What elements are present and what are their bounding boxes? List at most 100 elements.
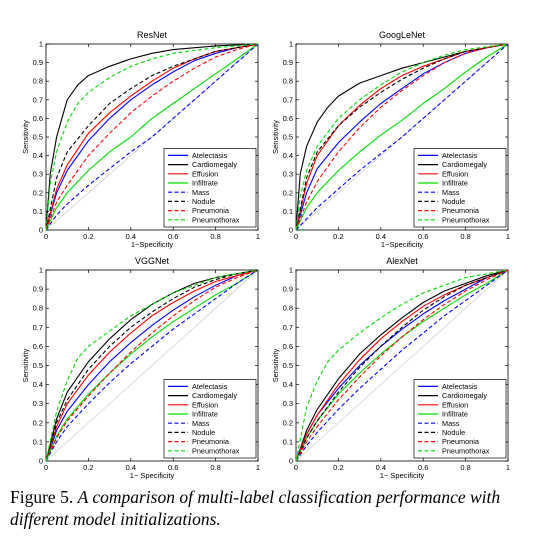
- x-tick-label: 0: [294, 232, 298, 241]
- series-line-effusion: [295, 269, 509, 462]
- legend-entry: Infiltrate: [192, 179, 218, 188]
- legend-entry: Pneumothorax: [442, 215, 490, 224]
- y-tick-label: 0.2: [283, 188, 293, 197]
- x-tick-label: 0.6: [168, 232, 178, 241]
- y-tick-label: 0.4: [283, 380, 293, 389]
- chart-title: AlexNet: [386, 256, 418, 266]
- x-tick-label: 1: [256, 232, 260, 241]
- y-tick-label: 0: [289, 226, 293, 235]
- series-line-infiltrate: [45, 269, 259, 462]
- legend-entry: Infiltrate: [192, 410, 218, 419]
- x-tick-label: 0.2: [83, 232, 93, 241]
- legend-entry: Cardiomegaly: [442, 391, 487, 400]
- y-tick-label: 0.9: [33, 58, 43, 67]
- series-line-nodule: [295, 43, 509, 231]
- legend-entry: Nodule: [192, 197, 215, 206]
- y-tick-label: 0.2: [283, 418, 293, 427]
- y-tick-label: 0.1: [283, 207, 293, 216]
- series-line-pneumothorax: [295, 269, 509, 462]
- legend-entry: Atelectasis: [442, 151, 478, 160]
- series-line-nodule: [45, 269, 259, 462]
- x-tick-label: 0.6: [418, 463, 428, 472]
- y-tick-label: 0.8: [33, 304, 43, 313]
- chart-title: GoogLeNet: [379, 30, 426, 40]
- legend-entry: Pneumonia: [192, 437, 230, 446]
- legend-entry: Nodule: [192, 428, 215, 437]
- legend-entry: Infiltrate: [442, 179, 468, 188]
- y-tick-label: 1: [289, 266, 293, 275]
- chance-diagonal: [45, 269, 259, 462]
- x-tick-label: 0.8: [210, 463, 220, 472]
- x-tick-label: 0.8: [460, 463, 470, 472]
- roc-charts-grid: ResNet 0 0.2 0.4 0.6 0.8 1 0 0.1 0.2 0.3 0.4 0.5 0.6 0…: [21, 30, 510, 480]
- chart-title: ResNet: [137, 30, 168, 40]
- legend-entry: Atelectasis: [442, 382, 478, 391]
- y-tick-label: 0.8: [283, 304, 293, 313]
- y-axis-label: Sensitivity: [21, 120, 30, 154]
- legend: AtelectasisCardiomegalyEffusionInfiltrat…: [413, 379, 507, 459]
- legend-entry: Mass: [192, 419, 210, 428]
- y-tick-label: 0.3: [33, 399, 43, 408]
- y-tick-label: 0.5: [33, 361, 43, 370]
- y-tick-label: 0.6: [283, 114, 293, 123]
- x-tick-label: 0.6: [168, 463, 178, 472]
- legend-box: [163, 379, 257, 459]
- legend-entry: Infiltrate: [442, 410, 468, 419]
- x-tick-label: 0.6: [418, 232, 428, 241]
- series-line-pneumothorax: [45, 43, 259, 231]
- y-tick-label: 0.9: [283, 58, 293, 67]
- y-axis-label: Sensitivity: [271, 120, 280, 154]
- series-line-pneumothorax: [45, 269, 259, 462]
- series-line-cardiomegaly: [295, 43, 509, 231]
- y-tick-label: 0.9: [33, 285, 43, 294]
- legend-entry: Pneumothorax: [192, 215, 240, 224]
- x-tick-label: 0.4: [376, 232, 386, 241]
- series-line-mass: [45, 43, 259, 231]
- x-tick-label: 0.2: [333, 232, 343, 241]
- series-line-cardiomegaly: [295, 269, 509, 462]
- x-tick-label: 0.8: [210, 232, 220, 241]
- y-tick-label: 0.1: [283, 437, 293, 446]
- x-tick-label: 0: [44, 232, 48, 241]
- series-line-infiltrate: [295, 43, 509, 231]
- series-line-pneumonia: [295, 269, 509, 462]
- x-tick-label: 0: [294, 463, 298, 472]
- x-axis-label: 1− Specificity: [380, 471, 425, 480]
- legend: AtelectasisCardiomegalyEffusionInfiltrat…: [163, 379, 257, 459]
- x-tick-label: 0.2: [333, 463, 343, 472]
- x-tick-label: 0.4: [126, 463, 136, 472]
- legend-entry: Pneumonia: [442, 206, 480, 215]
- x-axis-label: 1− Specificity: [130, 471, 175, 480]
- legend-box: [413, 148, 507, 228]
- legend-entry: Mass: [192, 188, 210, 197]
- y-tick-label: 0.7: [33, 95, 43, 104]
- y-tick-label: 1: [39, 266, 43, 275]
- x-tick-label: 0.4: [376, 463, 386, 472]
- chart-panel-1: GoogLeNet 0 0.2 0.4 0.6 0.8 1 0 0.1 0.2 0.3 0.4 0.5 0…: [271, 30, 510, 249]
- series-line-mass: [295, 43, 509, 231]
- legend-entry: Pneumonia: [192, 206, 230, 215]
- series-line-pneumonia: [45, 43, 259, 231]
- y-tick-label: 0.3: [283, 399, 293, 408]
- x-tick-label: 0.4: [126, 232, 136, 241]
- y-axis-label: Sensitivity: [21, 348, 30, 382]
- y-tick-label: 0.1: [33, 207, 43, 216]
- chance-diagonal: [295, 269, 509, 462]
- chart-panel-2: VGGNet 0 0.2 0.4 0.6 0.8 1 0 0.1 0.2 0.3 0.4 0.5 0.6 0…: [21, 256, 260, 480]
- caption-lead: Figure 5.: [10, 487, 78, 507]
- legend-entry: Atelectasis: [192, 151, 228, 160]
- legend-entry: Cardiomegaly: [192, 391, 237, 400]
- y-tick-label: 0.7: [283, 95, 293, 104]
- x-axis-label: 1−Specificity: [131, 240, 174, 249]
- legend-box: [163, 148, 257, 228]
- y-tick-label: 0.6: [283, 342, 293, 351]
- series-line-atelectasis: [45, 269, 259, 462]
- legend-entry: Effusion: [442, 400, 468, 409]
- y-tick-label: 0.8: [33, 77, 43, 86]
- legend-box: [413, 379, 507, 459]
- y-tick-label: 1: [289, 40, 293, 49]
- series-line-cardiomegaly: [45, 43, 259, 231]
- legend-entry: Cardiomegaly: [192, 160, 237, 169]
- legend-entry: Cardiomegaly: [442, 160, 487, 169]
